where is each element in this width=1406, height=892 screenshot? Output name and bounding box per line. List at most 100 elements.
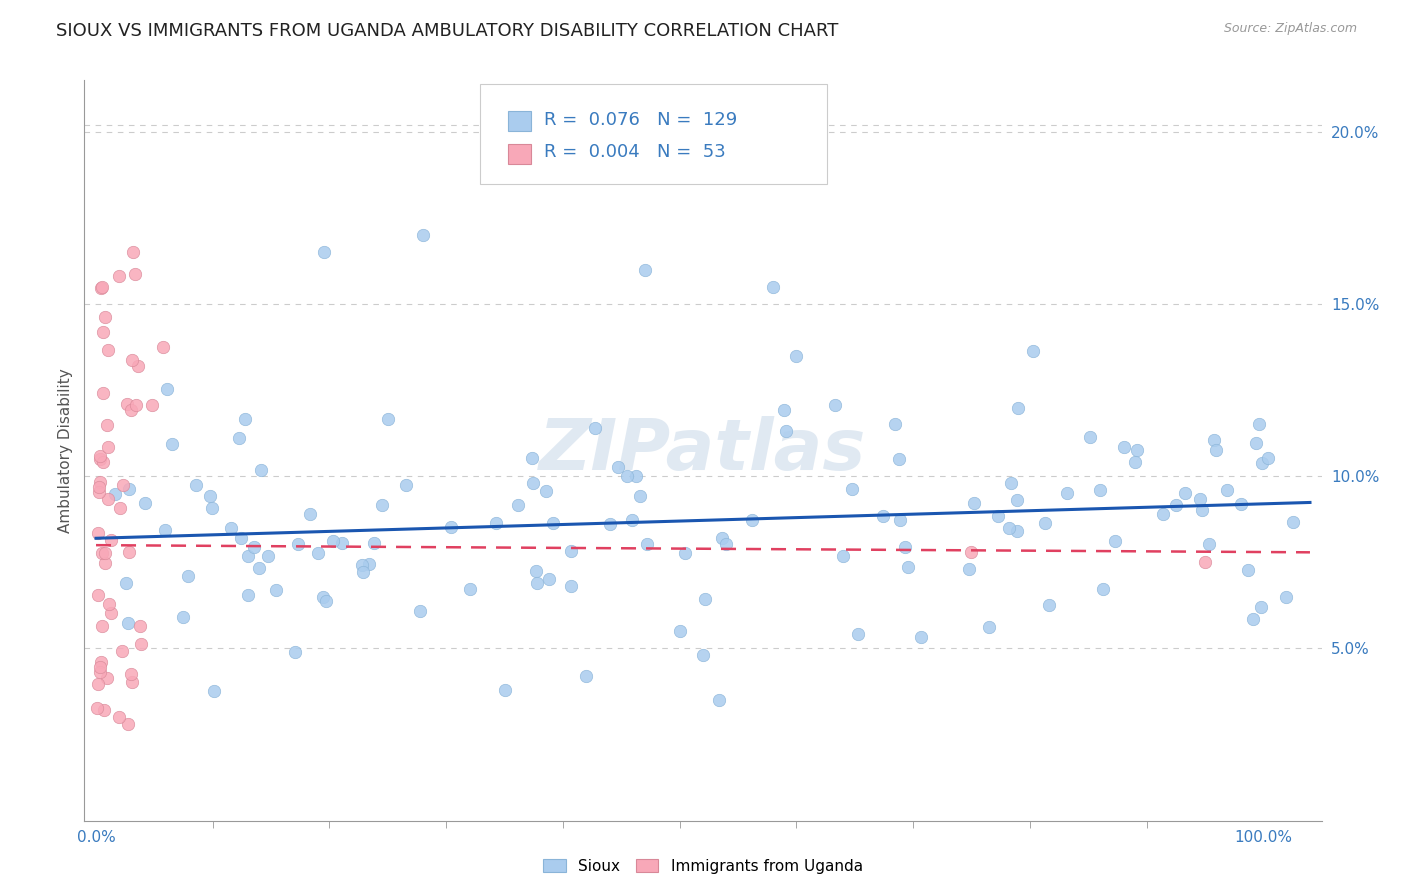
Point [86,700,108,714]
Point [177,569,200,583]
Point [1038,598,1060,612]
Point [128,619,150,633]
Point [841,482,863,496]
Point [115,576,138,591]
Point [90,655,112,669]
Point [1204,433,1226,447]
Point [121,352,143,367]
Point [117,717,139,731]
Point [1230,497,1253,511]
Point [1125,442,1147,457]
Point [115,397,138,411]
Point [960,545,983,559]
Point [1005,524,1028,538]
Point [668,624,690,639]
Point [233,412,256,426]
Point [957,562,980,576]
Point [201,501,224,516]
Point [1033,516,1056,530]
Point [236,549,259,563]
Point [963,496,986,510]
Point [89,475,111,489]
Point [236,588,259,602]
Point [1198,537,1220,551]
Point [1123,455,1146,469]
Point [91,455,114,469]
Point [1056,486,1078,500]
Point [312,245,335,260]
Point [1191,502,1213,516]
Text: R =  0.076   N =  129: R = 0.076 N = 129 [544,111,737,128]
Point [1250,599,1272,614]
Point [541,516,564,530]
Point [352,565,374,579]
Point [120,666,142,681]
Point [633,262,655,277]
Point [86,677,108,691]
Point [91,619,114,633]
Point [1000,475,1022,490]
Point [107,269,129,284]
Point [96,671,118,685]
Point [87,589,110,603]
Point [91,546,114,560]
Point [620,513,643,527]
Point [889,452,911,467]
Text: Source: ZipAtlas.com: Source: ZipAtlas.com [1223,22,1357,36]
Point [714,537,737,551]
Point [125,398,148,412]
Point [537,572,560,586]
Point [485,516,508,530]
Point [200,490,222,504]
Point [1275,590,1298,604]
Point [287,537,309,551]
Point [121,245,143,260]
Point [824,398,846,412]
Point [599,516,621,531]
Point [104,487,127,501]
Point [299,507,322,521]
Point [893,540,915,554]
Point [524,564,547,578]
Point [332,536,354,550]
Point [127,359,149,373]
Point [97,491,120,506]
Point [204,684,226,698]
Point [775,424,797,438]
FancyBboxPatch shape [508,112,531,131]
Point [1189,492,1212,507]
Point [536,484,558,499]
Point [560,579,582,593]
Point [118,482,141,496]
Point [636,537,658,551]
Point [184,478,207,492]
Point [86,526,108,541]
Point [322,533,344,548]
Point [440,519,463,533]
FancyBboxPatch shape [481,84,827,184]
Point [1166,498,1188,512]
Point [522,476,544,491]
Point [583,421,606,435]
Point [91,385,114,400]
Point [1021,344,1043,359]
Point [897,560,920,574]
Point [93,310,115,325]
Point [172,609,194,624]
Point [409,604,432,618]
Point [1112,440,1135,454]
Point [575,669,598,683]
Point [832,549,855,564]
Point [284,645,307,659]
Point [412,228,434,243]
Point [97,343,120,357]
Point [1088,483,1111,497]
Point [506,498,529,512]
Point [91,280,114,294]
Point [312,590,335,604]
Point [357,558,380,572]
Point [695,591,717,606]
Point [458,582,481,596]
Point [111,643,134,657]
Point [370,499,392,513]
